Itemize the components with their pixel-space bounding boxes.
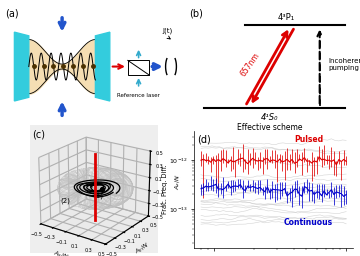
Bar	[128, 60, 149, 75]
Text: (2): (2)	[60, 197, 70, 204]
Text: J(t): J(t)	[162, 27, 172, 39]
Text: (d): (d)	[198, 134, 211, 144]
Polygon shape	[14, 32, 29, 101]
Text: Continuous: Continuous	[284, 218, 333, 227]
Polygon shape	[95, 32, 110, 101]
Text: Pulsed: Pulsed	[294, 135, 323, 144]
Text: (1): (1)	[94, 192, 104, 199]
Text: Incoherent
pumping: Incoherent pumping	[328, 58, 360, 71]
Text: Reference laser: Reference laser	[117, 93, 160, 98]
Text: Effective scheme: Effective scheme	[237, 123, 303, 132]
Text: (a): (a)	[5, 9, 19, 19]
Text: 4¹S₀: 4¹S₀	[261, 113, 279, 122]
Text: (b): (b)	[189, 9, 203, 19]
Y-axis label: $A_y/N$: $A_y/N$	[134, 240, 153, 256]
Text: 4³P₁: 4³P₁	[278, 13, 295, 22]
Text: 657nm: 657nm	[239, 50, 261, 78]
Y-axis label: Frac. Freq. Diff.: Frac. Freq. Diff.	[162, 165, 168, 214]
X-axis label: $A_x/N$: $A_x/N$	[52, 249, 70, 256]
Text: (c): (c)	[32, 129, 45, 139]
